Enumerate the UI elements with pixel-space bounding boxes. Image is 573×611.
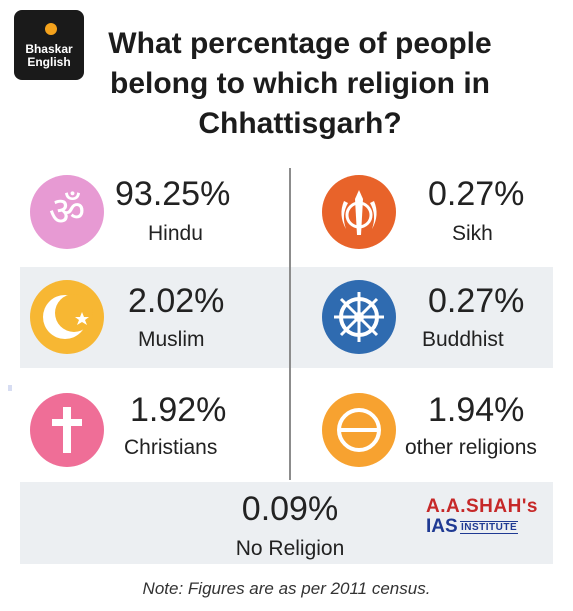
column-divider — [289, 168, 291, 480]
value-hindu: 93.25% — [115, 175, 231, 213]
value-buddhist: 0.27% — [428, 282, 525, 320]
page-title: What percentage of people belong to whic… — [108, 27, 492, 140]
side-mark — [8, 385, 12, 391]
cross-icon — [30, 393, 104, 467]
watermark-line3: INSTITUTE — [460, 521, 519, 534]
logo-dot-icon — [45, 23, 57, 35]
dharma-wheel-icon — [322, 280, 396, 354]
label-hindu: Hindu — [148, 222, 203, 245]
bhaskar-english-logo: Bhaskar English — [14, 10, 84, 80]
aashah-ias-watermark: A.A.SHAH's IAS INSTITUTE — [426, 494, 544, 542]
label-other-religions: other religions — [405, 436, 537, 459]
khanda-icon — [322, 175, 396, 249]
circle-bar-icon — [322, 393, 396, 467]
band-bottom — [20, 482, 553, 564]
watermark-line2: IAS — [426, 516, 458, 537]
om-icon: ॐ — [30, 175, 104, 249]
value-muslim: 2.02% — [128, 282, 225, 320]
label-muslim: Muslim — [138, 328, 205, 351]
logo-text-line1: Bhaskar — [25, 42, 73, 56]
watermark-line1: A.A.SHAH's — [426, 496, 538, 517]
label-christians: Christians — [124, 436, 218, 459]
value-christians: 1.92% — [130, 391, 227, 429]
value-sikh: 0.27% — [428, 175, 525, 213]
value-no-religion: 0.09% — [241, 490, 339, 528]
svg-text:ॐ: ॐ — [49, 189, 85, 235]
label-sikh: Sikh — [452, 222, 493, 245]
label-buddhist: Buddhist — [422, 328, 504, 351]
label-no-religion: No Religion — [235, 537, 345, 560]
crescent-star-icon — [30, 280, 104, 354]
logo-text-line2: English — [27, 55, 71, 69]
band-row-2 — [20, 267, 553, 368]
footnote: Note: Figures are as per 2011 census. — [142, 579, 431, 598]
value-other-religions: 1.94% — [428, 391, 525, 429]
